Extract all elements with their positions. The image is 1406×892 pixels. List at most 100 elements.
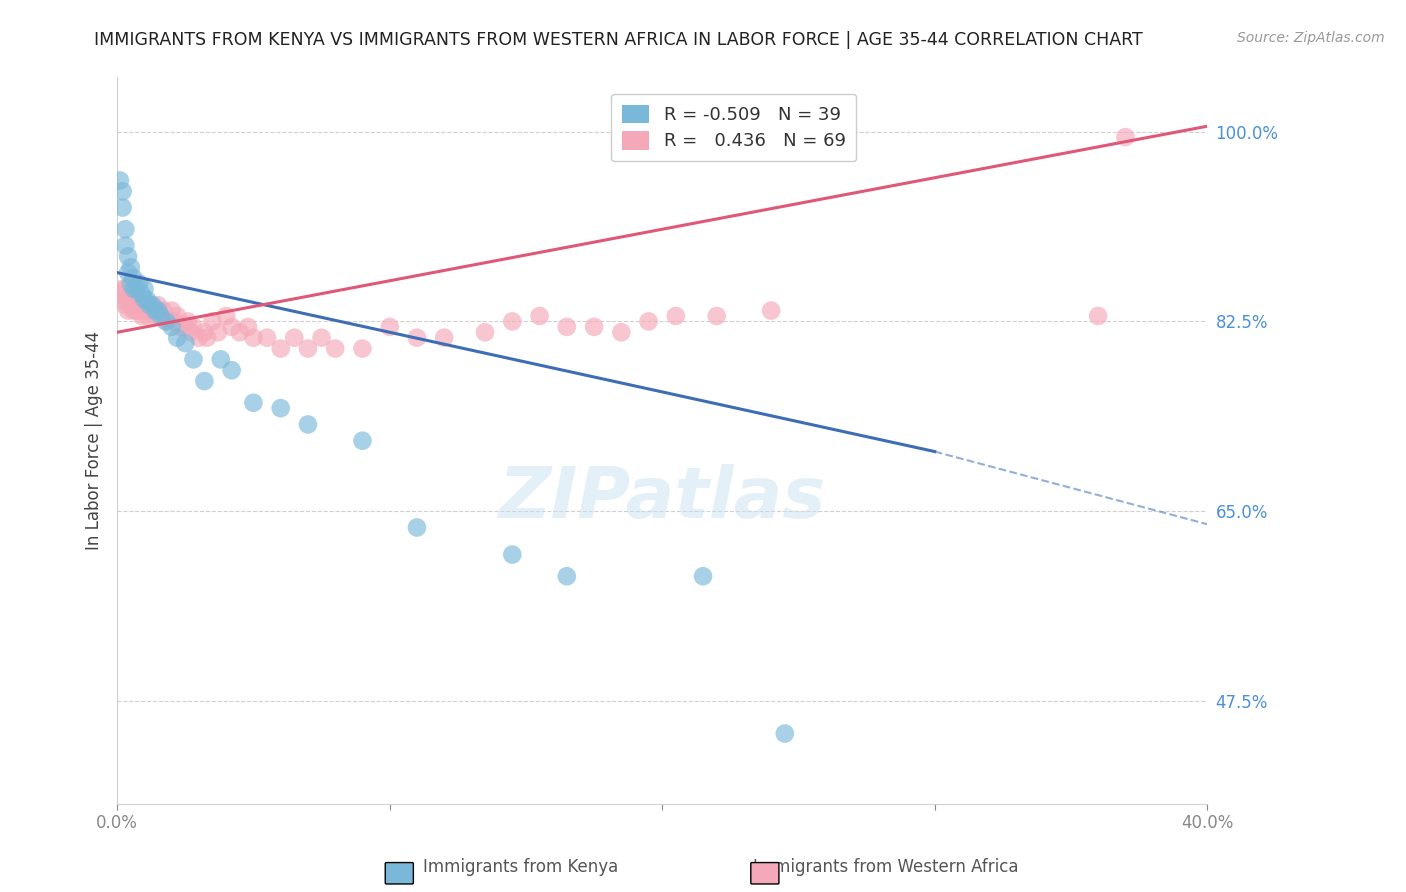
Point bbox=[1087, 309, 1109, 323]
Point bbox=[128, 277, 150, 291]
Point bbox=[111, 184, 134, 198]
Point bbox=[283, 331, 305, 345]
Point bbox=[174, 319, 197, 334]
Point bbox=[501, 314, 523, 328]
Point bbox=[108, 173, 131, 187]
Point bbox=[134, 282, 156, 296]
Point bbox=[134, 293, 156, 307]
Point bbox=[120, 287, 142, 301]
Point bbox=[117, 249, 139, 263]
Point bbox=[1114, 130, 1136, 145]
Point bbox=[160, 303, 183, 318]
Point bbox=[120, 277, 142, 291]
Point bbox=[183, 319, 205, 334]
Text: Immigrants from Western Africa: Immigrants from Western Africa bbox=[754, 858, 1018, 876]
Point bbox=[146, 298, 169, 312]
Point bbox=[177, 314, 200, 328]
Point bbox=[474, 326, 496, 340]
Point bbox=[160, 319, 183, 334]
Point bbox=[183, 352, 205, 367]
Point bbox=[311, 331, 333, 345]
Point bbox=[155, 314, 177, 328]
Point bbox=[122, 293, 145, 307]
Point bbox=[143, 303, 166, 318]
Point bbox=[125, 303, 148, 318]
Point bbox=[610, 326, 633, 340]
Point bbox=[229, 326, 252, 340]
Point bbox=[773, 726, 796, 740]
Point bbox=[146, 303, 169, 318]
Point bbox=[122, 271, 145, 285]
Point bbox=[201, 314, 224, 328]
Point bbox=[166, 331, 188, 345]
Point bbox=[433, 331, 456, 345]
Point bbox=[114, 282, 136, 296]
Point bbox=[117, 303, 139, 318]
Point bbox=[114, 238, 136, 252]
Point bbox=[143, 309, 166, 323]
Point bbox=[193, 326, 215, 340]
Point bbox=[406, 520, 429, 534]
Point bbox=[256, 331, 278, 345]
Point bbox=[136, 293, 159, 307]
Point bbox=[114, 298, 136, 312]
Point bbox=[193, 374, 215, 388]
Point bbox=[166, 309, 188, 323]
Point bbox=[108, 287, 131, 301]
Point bbox=[378, 319, 401, 334]
Point bbox=[128, 303, 150, 318]
Y-axis label: In Labor Force | Age 35-44: In Labor Force | Age 35-44 bbox=[86, 331, 103, 550]
Point bbox=[297, 342, 319, 356]
Point bbox=[122, 303, 145, 318]
Point bbox=[352, 434, 374, 448]
Point bbox=[139, 303, 162, 318]
Point bbox=[120, 298, 142, 312]
Point bbox=[163, 314, 186, 328]
Point bbox=[111, 293, 134, 307]
Point bbox=[152, 303, 174, 318]
Point bbox=[207, 326, 229, 340]
Point bbox=[117, 266, 139, 280]
Point bbox=[149, 309, 172, 323]
Point bbox=[242, 396, 264, 410]
Point bbox=[501, 548, 523, 562]
Point bbox=[637, 314, 659, 328]
Point bbox=[142, 303, 165, 318]
Point bbox=[555, 319, 578, 334]
Point bbox=[706, 309, 728, 323]
Point bbox=[759, 303, 782, 318]
Point bbox=[146, 303, 169, 318]
Point bbox=[125, 298, 148, 312]
Point bbox=[111, 201, 134, 215]
Point bbox=[323, 342, 346, 356]
Point bbox=[180, 326, 202, 340]
Text: IMMIGRANTS FROM KENYA VS IMMIGRANTS FROM WESTERN AFRICA IN LABOR FORCE | AGE 35-: IMMIGRANTS FROM KENYA VS IMMIGRANTS FROM… bbox=[94, 31, 1143, 49]
Point bbox=[215, 309, 238, 323]
Point bbox=[114, 222, 136, 236]
Point bbox=[136, 309, 159, 323]
Point bbox=[270, 342, 292, 356]
Point bbox=[155, 314, 177, 328]
Legend: R = -0.509   N = 39, R =   0.436   N = 69: R = -0.509 N = 39, R = 0.436 N = 69 bbox=[612, 94, 856, 161]
Point bbox=[236, 319, 259, 334]
Point bbox=[555, 569, 578, 583]
Point bbox=[406, 331, 429, 345]
Point bbox=[134, 303, 156, 318]
Point bbox=[209, 352, 232, 367]
Point bbox=[111, 282, 134, 296]
Point bbox=[139, 298, 162, 312]
Point bbox=[665, 309, 688, 323]
Point bbox=[174, 336, 197, 351]
Point bbox=[122, 282, 145, 296]
Point bbox=[195, 331, 218, 345]
Point bbox=[221, 363, 243, 377]
Point bbox=[117, 293, 139, 307]
Point bbox=[131, 309, 153, 323]
Text: Immigrants from Kenya: Immigrants from Kenya bbox=[423, 858, 617, 876]
Point bbox=[583, 319, 606, 334]
Point bbox=[128, 293, 150, 307]
Text: Source: ZipAtlas.com: Source: ZipAtlas.com bbox=[1237, 31, 1385, 45]
Point bbox=[270, 401, 292, 416]
Point bbox=[169, 319, 191, 334]
Point bbox=[529, 309, 551, 323]
